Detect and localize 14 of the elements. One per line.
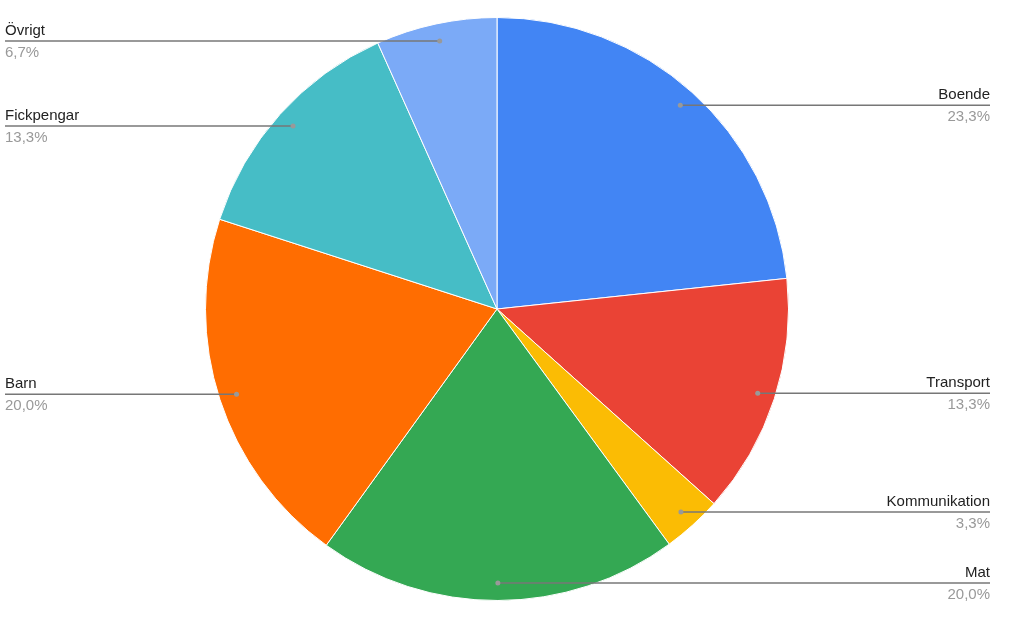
data-label: 20,0% — [5, 395, 48, 413]
slice-label: Kommunikation — [886, 491, 990, 509]
slice-label: Transport — [926, 372, 991, 390]
data-label: 13,3% — [947, 394, 990, 412]
data-label: 13,3% — [5, 127, 48, 145]
data-label: 23,3% — [947, 106, 990, 124]
slice-label: Mat — [964, 562, 991, 580]
slice-label: Barn — [5, 373, 37, 391]
data-label: 6,7% — [5, 42, 40, 60]
slice-label: Övrigt — [5, 20, 46, 38]
data-label: 20,0% — [947, 584, 990, 602]
slice-label: Fickpengar — [5, 105, 80, 123]
slice-label: Boende — [938, 84, 990, 102]
data-label: 3,3% — [955, 513, 990, 531]
